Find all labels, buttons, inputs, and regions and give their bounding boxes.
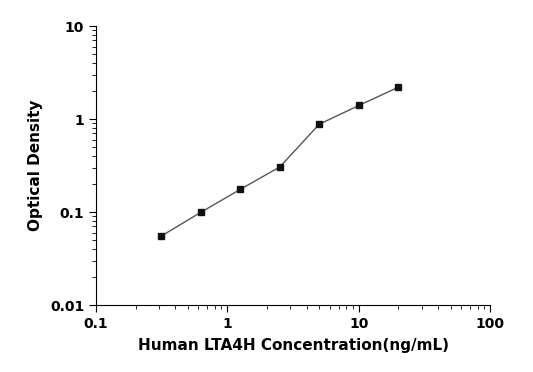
Y-axis label: Optical Density: Optical Density <box>28 100 43 231</box>
X-axis label: Human LTA4H Concentration(ng/mL): Human LTA4H Concentration(ng/mL) <box>138 338 449 353</box>
